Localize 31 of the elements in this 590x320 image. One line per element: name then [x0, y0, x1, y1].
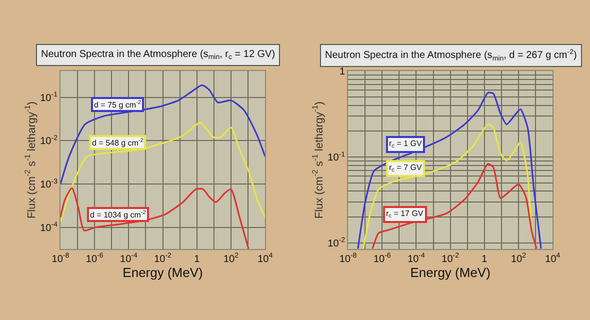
chart-title: Neutron Spectra in the Atmosphere (s$_{min}$, r$_{c}$ = 12 GV): [41, 49, 276, 62]
x-tick-label: 10$^{-8}$: [339, 252, 357, 265]
y-tick-label: 10$^{-2}$: [40, 134, 58, 148]
x-tick-label: 10$^{2}$: [511, 252, 526, 265]
x-tick-label: 10$^{2}$: [223, 252, 239, 265]
y-tick-label: 10$^{-1}$: [328, 151, 346, 164]
series-label: r$_{c}$ = 17 GV: [386, 209, 424, 220]
x-axis-title: Energy (MeV): [122, 264, 203, 280]
x-tick-label: 10$^{-2}$: [442, 252, 460, 265]
y-tick-label: 10$^{-4}$: [40, 222, 58, 234]
x-tick-label: 10$^{4}$: [258, 252, 273, 265]
series-label: d = 75 g cm$^{-2}$: [94, 100, 142, 110]
x-tick-label: 10$^{-8}$: [52, 252, 70, 265]
y-tick-label: 10$^{-3}$: [40, 178, 58, 190]
x-tick-label: 1: [194, 254, 200, 265]
series-label: d = 548 g cm$^{-2}$: [92, 138, 144, 148]
x-tick-label: 10$^{-6}$: [373, 252, 391, 265]
x-tick-label: 10$^{-4}$: [120, 252, 138, 265]
series-label: d = 1034 g cm$^{-2}$: [90, 210, 146, 220]
x-tick-label: 10$^{4}$: [545, 252, 560, 265]
series-label: r$_{c}$ = 7 GV: [389, 163, 422, 174]
chart-title: Neutron Spectra in the Atmosphere (s$_{min}$, d = 267 g cm$^{-2}$): [325, 49, 577, 62]
y-tick-label: 10$^{-2}$: [328, 237, 346, 250]
x-axis-title: Energy (MeV): [410, 264, 490, 280]
x-tick-label: 1: [482, 254, 488, 265]
y-tick-label: 1: [339, 66, 346, 78]
series-label: r$_{c}$ = 1 GV: [389, 139, 422, 150]
x-tick-label: 10$^{-4}$: [408, 252, 426, 265]
x-tick-label: 10$^{-2}$: [154, 252, 172, 265]
y-tick-label: 10$^{-1}$: [40, 92, 58, 104]
x-tick-label: 10$^{-6}$: [86, 252, 104, 265]
